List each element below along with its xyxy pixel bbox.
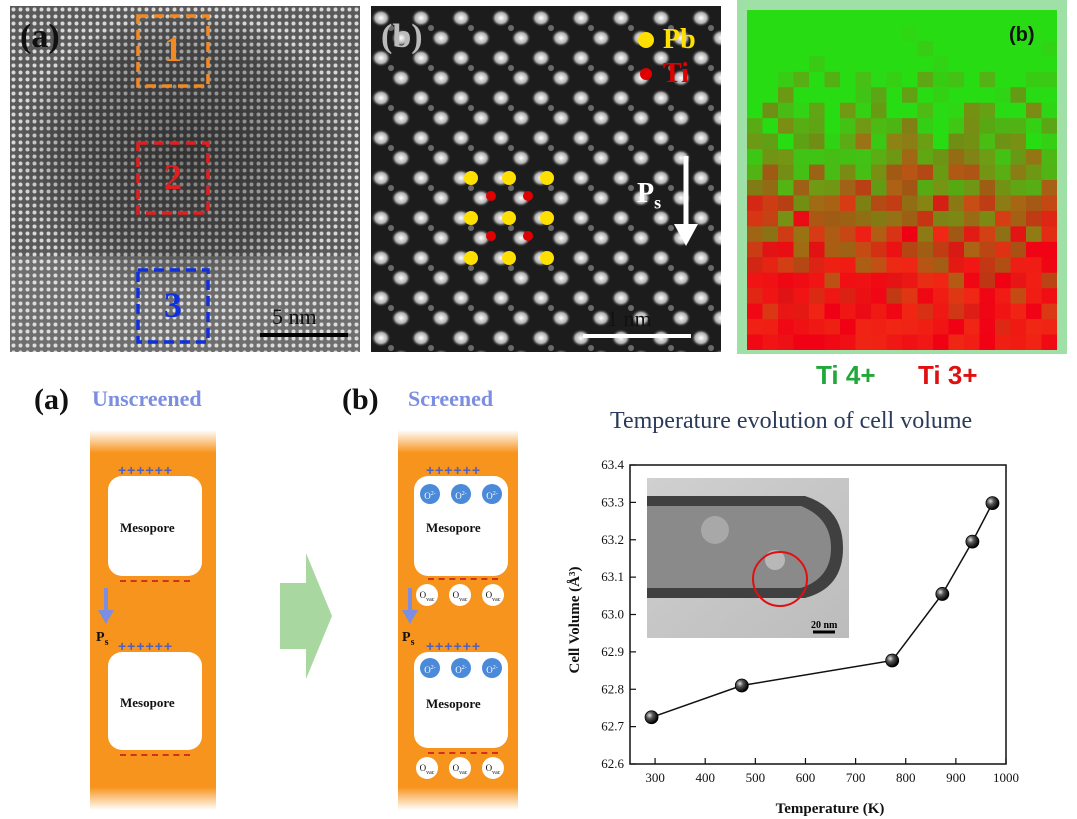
oxygen-ions-bottom-b: O2- O2- O2- (420, 658, 504, 678)
y-tick-label: 62.6 (601, 756, 624, 771)
polarization-arrow-a (96, 588, 116, 633)
transition-arrow (280, 553, 332, 684)
chart-series (644, 496, 1000, 725)
minus-charges-top-a (120, 580, 190, 582)
x-tick-label: 600 (796, 770, 816, 785)
oxygen-vacancy: Ovac (416, 757, 438, 779)
pb-legend-label: Pb (663, 24, 696, 55)
minus-charges-top-b (428, 578, 498, 580)
oxygen-vacancy: Ovac (482, 584, 504, 606)
stem-lattice-a (10, 6, 360, 352)
y-axis-label: Cell Volume (Å³) (567, 567, 583, 674)
polarization-arrow-screened (400, 588, 420, 633)
pb-atom-overlay (464, 171, 554, 265)
polarization-label-screened: Ps (402, 630, 415, 648)
oxygen-ion: O2- (482, 484, 502, 504)
plus-charges-bottom-a: ++++++ (118, 638, 174, 654)
region-label-1: 1 (164, 29, 182, 69)
x-tick-label: 1000 (993, 770, 1019, 785)
ti-legend-label: Ti (663, 58, 689, 89)
panel-label-a: (a) (20, 18, 60, 55)
y-tick-label: 63.1 (601, 569, 624, 584)
schematic-label-b: (b) (342, 383, 379, 416)
eels-panel-label: (b) (1009, 24, 1035, 46)
oxygen-vacancy: Ovac (482, 757, 504, 779)
series-line (651, 502, 994, 718)
y-tick-label: 62.8 (601, 681, 624, 696)
scale-bar-label-b: 1 nm (607, 306, 652, 331)
ti-legend-dot (640, 68, 652, 80)
y-tick-label: 62.7 (601, 719, 624, 734)
y-tick-label: 63.0 (601, 607, 624, 622)
unscreened-title: Unscreened (92, 386, 202, 411)
oxygen-ion: O2- (482, 658, 502, 678)
mesopore-label-top-b: Mesopore (426, 520, 481, 535)
schematic-label-a: (a) (34, 383, 69, 416)
oxygen-ion: O2- (420, 658, 440, 678)
cell-volume-chart: 300 400 500 600 700 800 900 1000 62.6 62.7 62.8 62.… (567, 457, 1019, 817)
stem-lattice-b (371, 6, 721, 352)
region-label-3: 3 (164, 285, 182, 325)
minus-charges-bottom-a (120, 754, 190, 756)
ti3-legend: Ti 3+ (918, 360, 978, 390)
stem-image-b: (b) Pb Ti Ps 1 nm (371, 6, 721, 352)
plus-charges-top-b: ++++++ (426, 462, 482, 478)
region-box-1 (136, 14, 210, 88)
oxygen-ions-top-b: O2- O2- O2- (420, 484, 504, 504)
x-axis-label: Temperature (K) (776, 801, 885, 817)
vacancies-top-b: Ovac Ovac Ovac (416, 584, 506, 606)
plus-charges-bottom-b: ++++++ (426, 638, 482, 654)
inset-highlight-circle (752, 551, 808, 607)
region-box-3 (136, 268, 210, 344)
oxygen-vacancy: Ovac (449, 584, 471, 606)
region-label-2: 2 (164, 157, 182, 197)
stem-image-a: (a) 1 2 3 5 nm (10, 6, 360, 352)
eels-grid (747, 10, 1057, 350)
polarization-label-a: Ps (96, 630, 109, 648)
ti-atom-overlay (486, 191, 533, 241)
oxygen-vacancy: Ovac (416, 584, 438, 606)
y-tick-label: 63.3 (601, 494, 624, 509)
polarization-arrow-b (674, 156, 698, 246)
data-point (885, 653, 900, 668)
vacancies-bottom-b: Ovac Ovac Ovac (416, 757, 506, 779)
screened-title: Screened (408, 386, 494, 411)
x-tick-label: 400 (695, 770, 715, 785)
oxygen-ion: O2- (451, 658, 471, 678)
panel-label-b: (b) (381, 18, 423, 55)
x-tick-label: 700 (846, 770, 866, 785)
mesopore-label-top-a: Mesopore (120, 520, 175, 535)
oxygen-ion: O2- (420, 484, 440, 504)
x-tick-label: 300 (645, 770, 665, 785)
oxygen-ion: O2- (451, 484, 471, 504)
oxygen-vacancy: Ovac (449, 757, 471, 779)
mesopore-label-bottom-a: Mesopore (120, 695, 175, 710)
data-point (644, 710, 659, 725)
data-point (734, 678, 749, 693)
polarization-label-b: Ps (637, 178, 662, 213)
data-point (935, 587, 950, 601)
data-point (985, 496, 1000, 511)
chart-axes: 300 400 500 600 700 800 900 1000 62.6 62.7 62.8 62.… (601, 457, 1019, 785)
x-tick-label: 500 (746, 770, 766, 785)
region-box-2 (136, 141, 210, 215)
scale-bar-label-a: 5 nm (272, 304, 317, 329)
y-tick-label: 63.2 (601, 532, 624, 547)
pb-legend-dot (638, 32, 654, 48)
ti4-legend: Ti 4+ (816, 360, 876, 390)
plus-charges-top-a: ++++++ (118, 462, 174, 478)
inset-scale-bar-label: 20 nm (811, 620, 838, 631)
x-tick-label: 800 (896, 770, 916, 785)
x-tick-label: 900 (946, 770, 966, 785)
mesopore-bottom-a (108, 652, 202, 750)
y-tick-label: 63.4 (601, 457, 624, 472)
mesopore-label-bottom-b: Mesopore (426, 696, 481, 711)
data-point (965, 534, 980, 549)
y-tick-label: 62.9 (601, 644, 624, 659)
chart-title: Temperature evolution of cell volume (610, 408, 973, 434)
mesopore-top-a (108, 476, 202, 576)
eels-map: (b) (737, 0, 1067, 354)
minus-charges-bottom-b (428, 752, 498, 754)
inset-tem-image (647, 478, 849, 638)
